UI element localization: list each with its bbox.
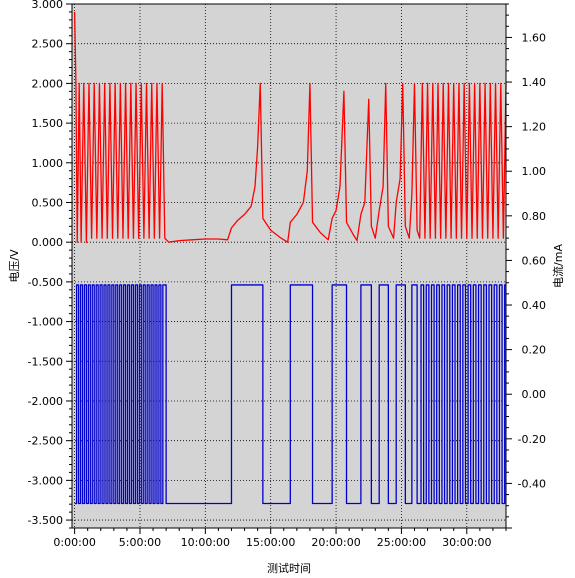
right-y-tick-label: -0.40 — [518, 477, 546, 490]
right-y-tick-label: 0.60 — [522, 254, 547, 267]
right-y-tick-label: -0.20 — [518, 433, 546, 446]
left-y-tick-label: -3.000 — [28, 474, 63, 487]
left-y-tick-label: 1.500 — [32, 117, 64, 130]
left-y-tick-label: -3.500 — [28, 514, 63, 527]
right-y-tick-label: 0.20 — [522, 344, 547, 357]
left-y-tick-label: -1.500 — [28, 355, 63, 368]
right-y-tick-label: 1.00 — [522, 165, 547, 178]
right-y-tick-label: 1.20 — [522, 121, 547, 134]
x-axis-label: 测试时间 — [267, 562, 311, 575]
right-y-tick-label: 0.80 — [522, 210, 547, 223]
x-tick-label: 15:00:00 — [246, 536, 295, 549]
left-y-axis-label: 电压/V — [8, 249, 21, 283]
right-y-tick-label: 0.00 — [522, 388, 547, 401]
left-y-tick-label: -2.000 — [28, 395, 63, 408]
x-tick-label: 5:00:00 — [119, 536, 161, 549]
current-series-line — [74, 284, 506, 505]
right-y-axis-label: 电流/mA — [551, 244, 565, 288]
left-y-tick-label: 0.000 — [32, 236, 64, 249]
right-y-tick-label: 1.40 — [522, 76, 547, 89]
voltage-series-line — [73, 11, 507, 243]
left-y-tick-label: 0.500 — [32, 196, 64, 209]
x-tick-label: 20:00:00 — [311, 536, 360, 549]
x-tick-label: 0:00:00 — [53, 536, 95, 549]
left-y-tick-label: 3.000 — [32, 0, 64, 11]
right-y-tick-label: 0.40 — [522, 299, 547, 312]
series-group — [73, 11, 507, 505]
right-y-tick-label: 1.60 — [522, 31, 547, 44]
x-tick-label: 25:00:00 — [377, 536, 426, 549]
left-y-tick-label: 2.000 — [32, 77, 64, 90]
left-y-tick-label: -1.000 — [28, 316, 63, 329]
left-y-tick-label: 2.500 — [32, 38, 64, 51]
left-y-tick-label: -2.500 — [28, 435, 63, 448]
axes-group: 0:00:00 5:00:00 10:00:00 15:00:00 20:00:00 25… — [28, 0, 546, 549]
left-y-tick-label: 1.000 — [32, 157, 64, 170]
x-tick-label: 10:00:00 — [181, 536, 230, 549]
x-tick-label: 30:00:00 — [442, 536, 491, 549]
left-y-tick-label: -0.500 — [28, 276, 63, 289]
